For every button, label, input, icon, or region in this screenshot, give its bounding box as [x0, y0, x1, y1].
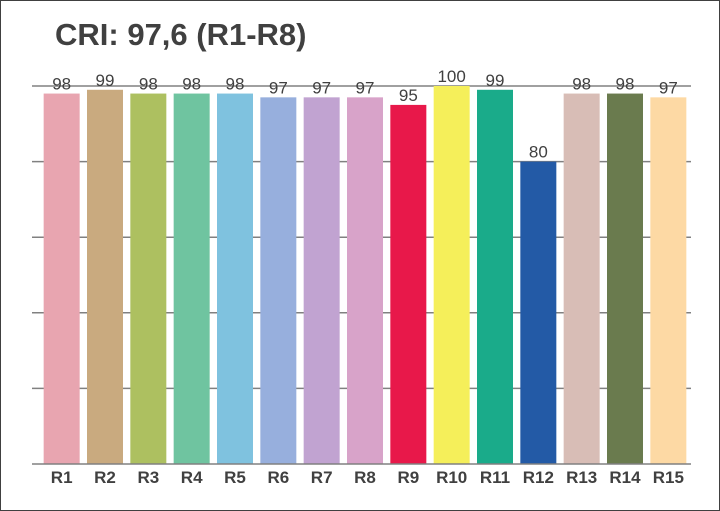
bar-r12	[520, 161, 557, 464]
chart-title: CRI: 97,6 (R1-R8)	[55, 17, 307, 52]
value-label-r8: 97	[356, 78, 375, 97]
tick-label-r9: R9	[397, 468, 419, 487]
bar-r14	[607, 93, 643, 464]
value-label-r11: 99	[486, 71, 505, 90]
tick-label-r8: R8	[354, 468, 376, 487]
tick-label-r10: R10	[436, 468, 467, 487]
value-label-r1: 98	[52, 75, 71, 94]
bar-r15	[650, 97, 687, 464]
tick-label-r13: R13	[566, 468, 597, 487]
value-label-r5: 98	[226, 75, 245, 94]
tick-label-r14: R14	[609, 468, 641, 487]
x-tick-labels: R1 R2 R3 R4 R5 R6 R7 R8 R9 R10 R11 R12 R13 R14 R15	[51, 468, 684, 487]
value-label-r10: 100	[437, 67, 465, 86]
bar-r6	[260, 97, 297, 464]
tick-label-r6: R6	[267, 468, 289, 487]
tick-label-r1: R1	[51, 468, 73, 487]
bar-r9	[390, 104, 427, 465]
tick-label-r3: R3	[137, 468, 159, 487]
value-labels: 98 99 98 98 98 97 97 97 95 100 99 80 98 98 97	[52, 67, 678, 162]
bar-r5	[217, 93, 253, 464]
bar-r2	[87, 89, 123, 464]
bar-r3	[130, 93, 167, 464]
bar-r11	[477, 89, 513, 464]
value-label-r7: 97	[312, 78, 331, 97]
bar-r4	[173, 93, 210, 464]
tick-label-r5: R5	[224, 468, 246, 487]
value-label-r9: 95	[399, 86, 418, 105]
value-label-r4: 98	[182, 75, 201, 94]
value-label-r15: 97	[659, 78, 678, 97]
bar-r8	[347, 97, 383, 464]
value-label-r13: 98	[572, 75, 591, 94]
tick-label-r4: R4	[181, 468, 203, 487]
tick-label-r15: R15	[653, 468, 684, 487]
tick-label-r12: R12	[523, 468, 554, 487]
value-label-r2: 99	[96, 71, 115, 90]
tick-label-r2: R2	[94, 468, 116, 487]
value-label-r3: 98	[139, 75, 158, 94]
bars	[43, 86, 687, 465]
value-label-r12: 80	[529, 143, 548, 162]
value-label-r14: 98	[616, 75, 635, 94]
tick-label-r11: R11	[480, 468, 510, 487]
bar-r10	[433, 86, 470, 464]
bar-r7	[303, 97, 340, 464]
bar-r13	[563, 93, 600, 464]
value-label-r6: 97	[269, 78, 288, 97]
tick-label-r7: R7	[311, 468, 333, 487]
bar-r1	[43, 93, 80, 464]
